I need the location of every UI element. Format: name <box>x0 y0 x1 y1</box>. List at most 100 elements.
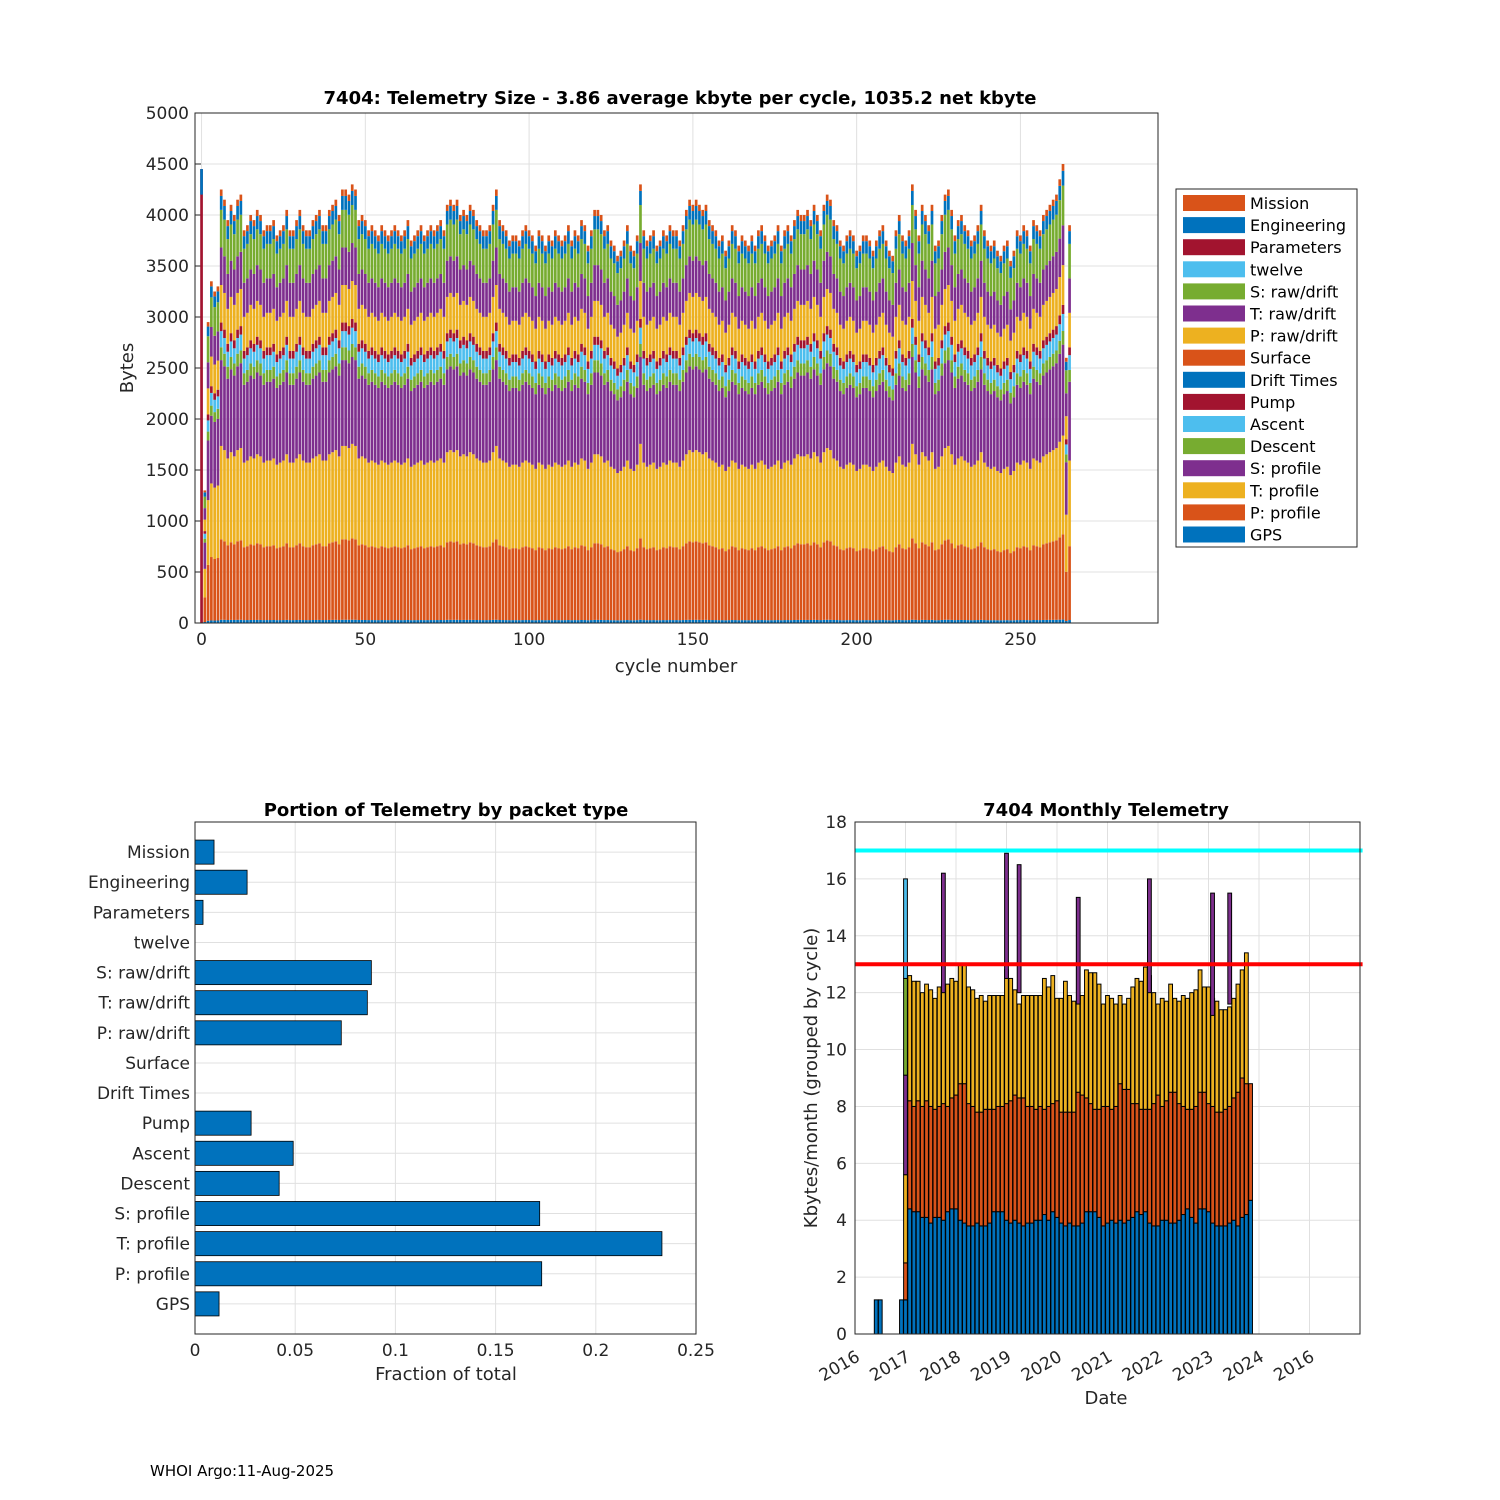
month-bar-segment-orange <box>1063 1111 1068 1227</box>
bar-segment-engineering <box>635 241 639 254</box>
bar-segment-s-raw-drift <box>337 234 341 270</box>
bar-segment-pump <box>658 357 662 366</box>
bar-segment-p-profile <box>1015 547 1019 621</box>
month-bar-segment-yellow <box>907 975 913 1102</box>
bar-segment-ascent <box>996 372 999 387</box>
bar-segment-gps <box>409 620 413 623</box>
bar-segment-t-raw-drift <box>727 291 731 325</box>
bar-segment-engineering <box>589 236 593 249</box>
bar-segment-engineering <box>612 251 616 264</box>
bar-segment-p-profile <box>819 547 822 621</box>
bar-segment-descent <box>550 379 554 392</box>
bar-segment-mission <box>750 235 754 242</box>
bar-segment-engineering <box>249 221 253 235</box>
month-bar-segment-yellow <box>949 977 955 1099</box>
month-bar-segment-orange <box>1105 1105 1110 1224</box>
bar-segment-t-raw-drift <box>445 260 449 297</box>
bar-segment-s-raw-drift <box>740 253 744 288</box>
bar-segment-ascent <box>517 365 521 380</box>
bar-segment-descent <box>734 373 737 385</box>
bar-segment-gps <box>907 620 911 623</box>
bar-segment-s-profile <box>540 387 544 465</box>
cycle-bar-247 <box>1009 260 1012 623</box>
bar-segment-s-raw-drift <box>648 253 652 288</box>
bar-segment-pump <box>1032 343 1035 352</box>
bar-segment-p-raw-drift <box>665 320 669 355</box>
bar-segment-descent <box>665 376 669 388</box>
bar-segment-mission <box>747 245 750 252</box>
cycle-bar-78 <box>455 199 459 623</box>
bar-segment-pump <box>734 350 737 359</box>
bar-segment-gps <box>298 619 302 623</box>
bar-segment-engineering <box>432 236 436 249</box>
bar-segment-t-raw-drift <box>707 273 711 309</box>
bar-segment-engineering <box>983 236 986 249</box>
bar-segment-pump <box>894 350 898 359</box>
bar-segment-t-raw-drift <box>868 291 872 325</box>
bar-segment-t-raw-drift <box>377 287 380 321</box>
bar-segment-t-raw-drift <box>960 269 963 305</box>
bar-segment-ascent <box>305 358 308 374</box>
bar-segment-pump <box>213 393 216 400</box>
legend-swatch <box>1183 217 1245 234</box>
cycle-bar-137 <box>648 235 652 623</box>
bar-segment-mission <box>249 215 253 222</box>
bar-segment-gps <box>321 620 325 623</box>
bar-segment-s-raw-drift <box>445 224 449 261</box>
bar-segment-engineering <box>285 216 289 230</box>
bar-segment-s-profile <box>246 381 249 461</box>
bar-segment-gps <box>783 620 786 623</box>
bar-segment-descent <box>999 389 1003 401</box>
cycle-bar-197 <box>845 235 849 623</box>
bar-segment-t-profile <box>475 458 479 546</box>
bar-segment-pump <box>226 343 230 352</box>
bar-segment-mission <box>432 230 436 237</box>
bar-segment-mission <box>655 245 659 252</box>
bar-segment-t-profile <box>986 466 990 550</box>
bar-segment-p-profile <box>396 547 400 621</box>
bar-segment-descent <box>488 369 492 382</box>
cycle-bar-152 <box>698 204 701 623</box>
bar-segment-engineering <box>999 261 1003 274</box>
bar-segment-descent <box>249 363 253 376</box>
bar-segment-s-raw-drift <box>724 268 727 301</box>
bar-segment-ascent <box>655 368 659 383</box>
bar-segment-descent <box>347 350 351 364</box>
bar-segment-pump <box>983 350 986 359</box>
bar-segment-t-profile <box>416 462 420 548</box>
bar-segment-p-raw-drift <box>927 312 931 348</box>
bar-segment-s-profile <box>701 372 705 455</box>
bar-segment-p-raw-drift <box>809 308 813 344</box>
month-bar-segment-orange <box>1138 1108 1144 1216</box>
bar-segment-s-profile <box>986 391 990 467</box>
bar-segment-s-profile <box>223 366 226 451</box>
cycle-bar-55 <box>380 225 384 623</box>
bar-segment-p-raw-drift <box>1019 320 1022 355</box>
bar-segment-t-raw-drift <box>563 287 567 321</box>
bar-segment-t-profile <box>796 454 800 544</box>
bar-segment-descent <box>884 379 888 392</box>
bar-segment-p-profile <box>550 549 554 621</box>
bar-segment-t-raw-drift <box>318 265 321 301</box>
cycle-bar-108 <box>553 230 557 623</box>
month-bar-segment-orange <box>1222 1108 1228 1227</box>
bar-segment-ascent <box>888 372 891 387</box>
cycle-bar-120 <box>593 209 596 623</box>
bar-segment-t-profile <box>576 464 580 549</box>
bar-segment-p-raw-drift <box>553 316 557 351</box>
bar-segment-descent <box>704 356 708 370</box>
bar-segment-descent <box>547 376 551 388</box>
bar-segment-gps <box>832 620 836 623</box>
bar-segment-s-raw-drift <box>416 248 420 283</box>
bar-segment-p-raw-drift <box>524 312 528 348</box>
bar-segment-ascent <box>897 348 901 364</box>
bar-segment-ascent <box>246 355 249 370</box>
bar-segment-s-profile <box>508 391 511 467</box>
bar-segment-pump <box>960 340 963 349</box>
month-bar-segment-blue <box>915 1211 921 1335</box>
bar-segment-p-profile <box>344 539 348 620</box>
cycle-bar-164 <box>737 245 741 623</box>
cycle-bar-114 <box>573 230 577 623</box>
bar-segment-p-profile <box>596 543 600 620</box>
bar-segment-mission <box>537 230 541 237</box>
